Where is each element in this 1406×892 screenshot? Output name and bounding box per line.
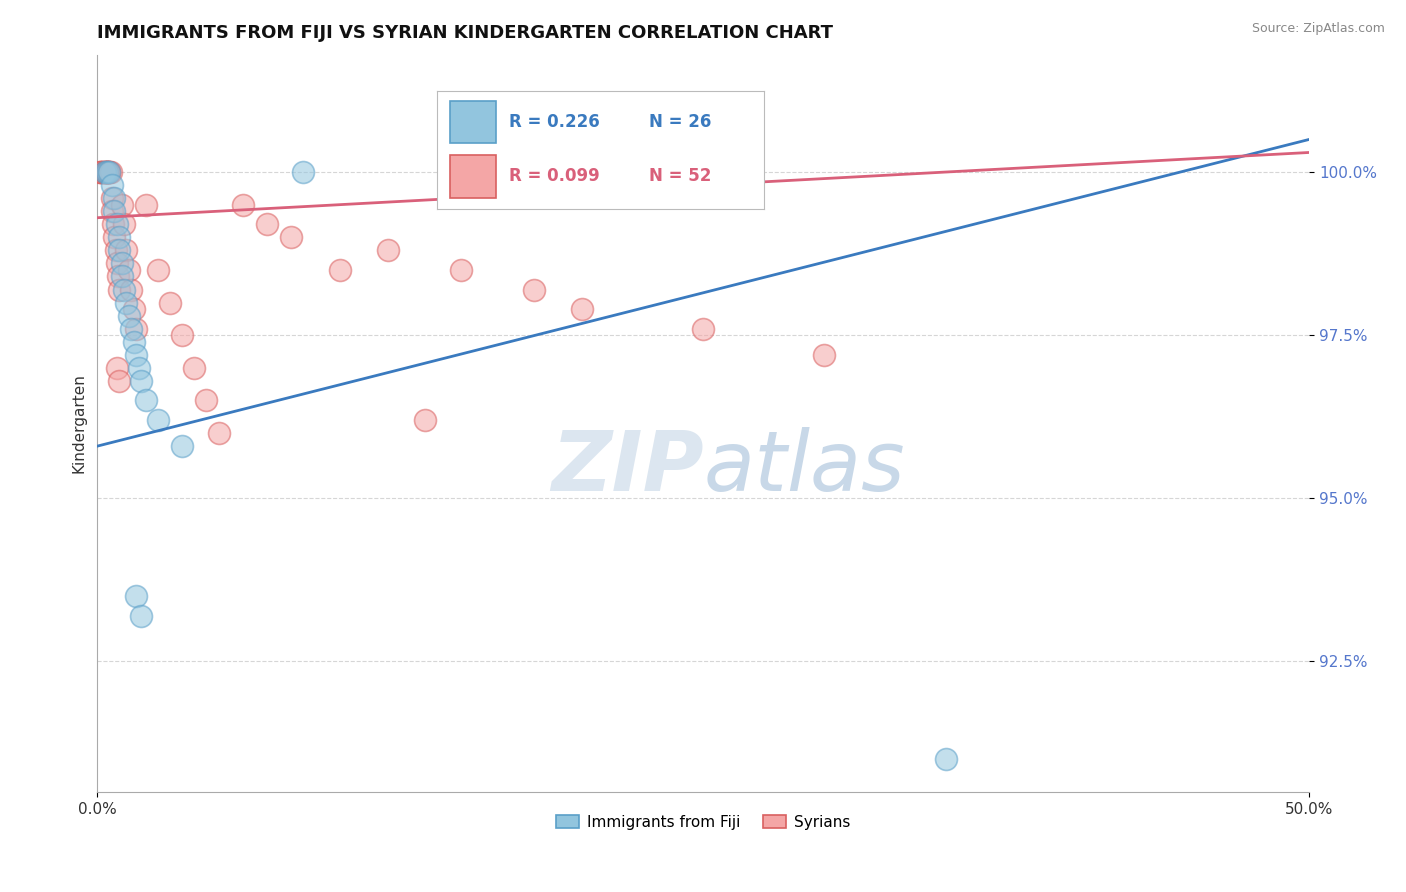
Point	[93, 165, 115, 179]
Point	[108, 230, 131, 244]
Point	[129, 608, 152, 623]
Point	[207, 425, 229, 440]
Point	[89, 165, 111, 179]
Point	[172, 328, 194, 343]
Point	[377, 244, 399, 258]
Point	[118, 309, 141, 323]
Point	[159, 295, 181, 310]
Point	[135, 393, 157, 408]
Point	[122, 334, 145, 349]
Point	[122, 302, 145, 317]
Point	[413, 413, 436, 427]
Point	[172, 439, 194, 453]
Text: atlas: atlas	[703, 427, 905, 508]
Point	[118, 263, 141, 277]
Point	[112, 283, 135, 297]
Point	[101, 178, 124, 193]
Point	[523, 283, 546, 297]
Point	[97, 165, 120, 179]
Text: IMMIGRANTS FROM FIJI VS SYRIAN KINDERGARTEN CORRELATION CHART: IMMIGRANTS FROM FIJI VS SYRIAN KINDERGAR…	[97, 24, 834, 42]
Point	[96, 165, 118, 179]
Point	[329, 263, 352, 277]
Point	[256, 217, 278, 231]
Point	[108, 244, 131, 258]
Point	[91, 165, 114, 179]
Point	[89, 165, 111, 179]
Point	[108, 283, 131, 297]
Point	[98, 165, 121, 179]
Point	[107, 269, 129, 284]
Point	[146, 413, 169, 427]
Point	[128, 360, 150, 375]
Point	[120, 283, 142, 297]
Point	[450, 263, 472, 277]
Point	[105, 217, 128, 231]
Point	[935, 752, 957, 766]
Point	[115, 295, 138, 310]
Point	[110, 269, 132, 284]
Point	[571, 302, 593, 317]
Point	[110, 256, 132, 270]
Point	[103, 204, 125, 219]
Point	[101, 204, 124, 219]
Point	[91, 165, 114, 179]
Point	[125, 348, 148, 362]
Point	[692, 321, 714, 335]
Point	[108, 374, 131, 388]
Point	[93, 165, 115, 179]
Text: Source: ZipAtlas.com: Source: ZipAtlas.com	[1251, 22, 1385, 36]
Point	[146, 263, 169, 277]
Point	[104, 244, 127, 258]
Point	[98, 165, 121, 179]
Point	[101, 217, 124, 231]
Point	[93, 165, 115, 179]
Point	[110, 197, 132, 211]
Point	[103, 230, 125, 244]
Point	[94, 165, 117, 179]
Point	[91, 165, 114, 179]
Point	[96, 165, 118, 179]
Point	[195, 393, 218, 408]
Point	[105, 256, 128, 270]
Point	[292, 165, 315, 179]
Point	[98, 165, 121, 179]
Point	[105, 360, 128, 375]
Point	[103, 191, 125, 205]
Point	[183, 360, 205, 375]
Point	[96, 165, 118, 179]
Point	[101, 191, 124, 205]
Legend: Immigrants from Fiji, Syrians: Immigrants from Fiji, Syrians	[550, 809, 856, 836]
Point	[280, 230, 302, 244]
Point	[98, 165, 121, 179]
Point	[115, 244, 138, 258]
Point	[112, 217, 135, 231]
Point	[96, 165, 118, 179]
Point	[813, 348, 835, 362]
Point	[232, 197, 254, 211]
Y-axis label: Kindergarten: Kindergarten	[72, 374, 86, 474]
Point	[125, 589, 148, 603]
Point	[125, 321, 148, 335]
Point	[129, 374, 152, 388]
Text: ZIP: ZIP	[551, 427, 703, 508]
Point	[135, 197, 157, 211]
Point	[100, 165, 122, 179]
Point	[120, 321, 142, 335]
Point	[93, 165, 115, 179]
